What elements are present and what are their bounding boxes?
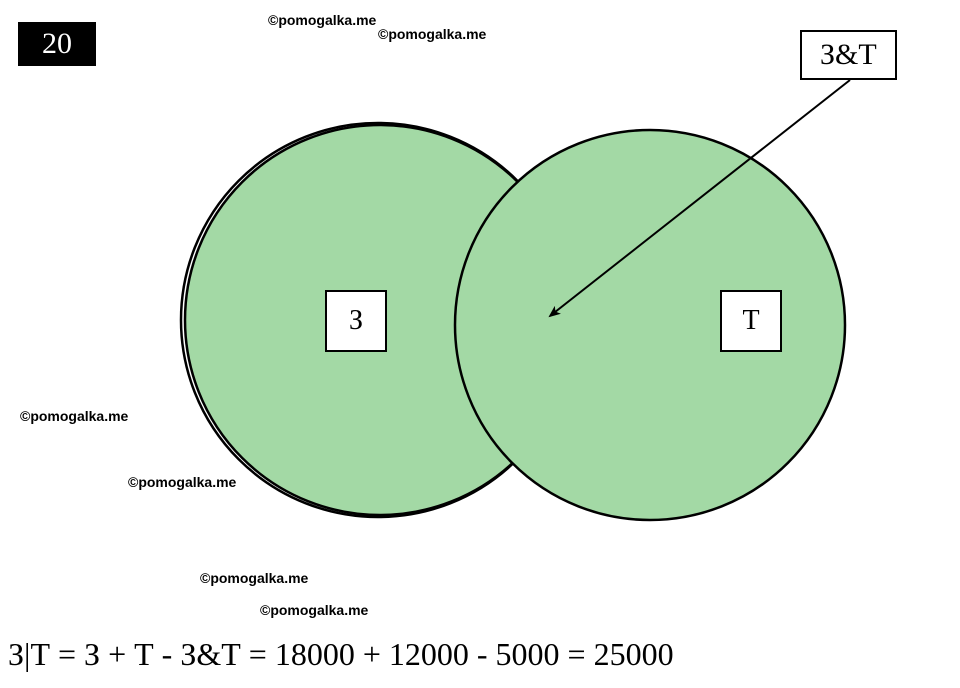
- diagram-container: 20 ©pomogalka.me©pomogalka.me©pomogalka.…: [0, 0, 960, 688]
- intersection-label: З&Т: [820, 38, 877, 71]
- left-set-label-box: З: [325, 290, 387, 352]
- right-set-label-box: Т: [720, 290, 782, 352]
- left-set-label: З: [349, 305, 363, 337]
- formula-text: З|Т = З + Т - З&Т = 18000 + 12000 - 5000…: [8, 636, 674, 673]
- right-circle: [455, 130, 845, 520]
- watermark: ©pomogalka.me: [260, 602, 368, 618]
- watermark: ©pomogalka.me: [200, 570, 308, 586]
- right-set-label: Т: [742, 305, 759, 337]
- intersection-label-box: З&Т: [800, 30, 897, 80]
- venn-diagram: [0, 0, 960, 560]
